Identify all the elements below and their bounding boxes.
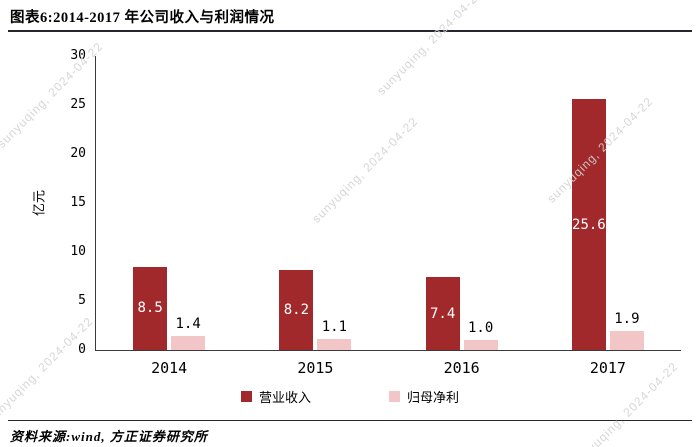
bar-revenue-2015 (279, 269, 314, 350)
x-axis-label: 2016 (443, 359, 480, 377)
legend-label-revenue: 营业收入 (258, 390, 311, 405)
legend: 营业收入 归母净利 (0, 387, 700, 406)
bar-value-label: 25.6 (572, 216, 606, 233)
legend-swatch-revenue (240, 391, 252, 402)
bar-net-profit-2014 (171, 336, 206, 350)
bar-value-label: 1.4 (175, 316, 201, 333)
chart-title: 图表6:2014-2017 年公司收入与利润情况 (10, 10, 275, 26)
bar-value-label: 1.0 (467, 320, 494, 337)
y-tick-label: 15 (70, 195, 86, 210)
plot-area: 0 5 10 15 20 25 30 2014 8.5 1.4 2015 8.2 1.1 2016 7.4… (70, 48, 681, 377)
top-divider (8, 30, 692, 32)
x-axis-label: 2014 (151, 359, 188, 377)
bar-net-profit-2017 (609, 331, 644, 350)
legend-label-net-profit: 归母净利 (407, 390, 460, 405)
y-axis-title: 亿元 (31, 189, 47, 217)
y-tick-label: 10 (70, 244, 86, 259)
watermark-text: sunyuqing, 2024-04-22 (0, 314, 96, 426)
y-tick-label: 30 (70, 48, 86, 63)
bar-revenue-2014 (133, 266, 168, 350)
bottom-divider (8, 420, 692, 421)
x-axis-label: 2015 (297, 359, 334, 377)
legend-swatch-net-profit (389, 391, 400, 402)
bar-value-label: 7.4 (429, 305, 456, 322)
y-tick-label: 25 (70, 97, 86, 112)
bar-value-label: 8.2 (283, 301, 310, 318)
legend-item-revenue: 营业收入 (240, 387, 311, 406)
bar-value-label: 1.1 (321, 319, 348, 336)
bar-revenue-2016 (425, 277, 460, 350)
bar-net-profit-2016 (463, 340, 498, 350)
legend-item-net-profit: 归母净利 (389, 387, 459, 406)
x-axis-label: 2017 (589, 359, 626, 377)
source-note: 资料来源:wind, 方正证券研究所 (10, 429, 208, 444)
y-tick-label: 0 (78, 342, 86, 357)
bar-revenue-2017 (571, 99, 606, 350)
bar-value-label: 1.9 (614, 311, 640, 328)
y-tick-label: 20 (70, 146, 86, 161)
bar-net-profit-2015 (317, 339, 352, 350)
y-tick-label: 5 (78, 293, 86, 308)
bar-value-label: 8.5 (137, 300, 163, 317)
